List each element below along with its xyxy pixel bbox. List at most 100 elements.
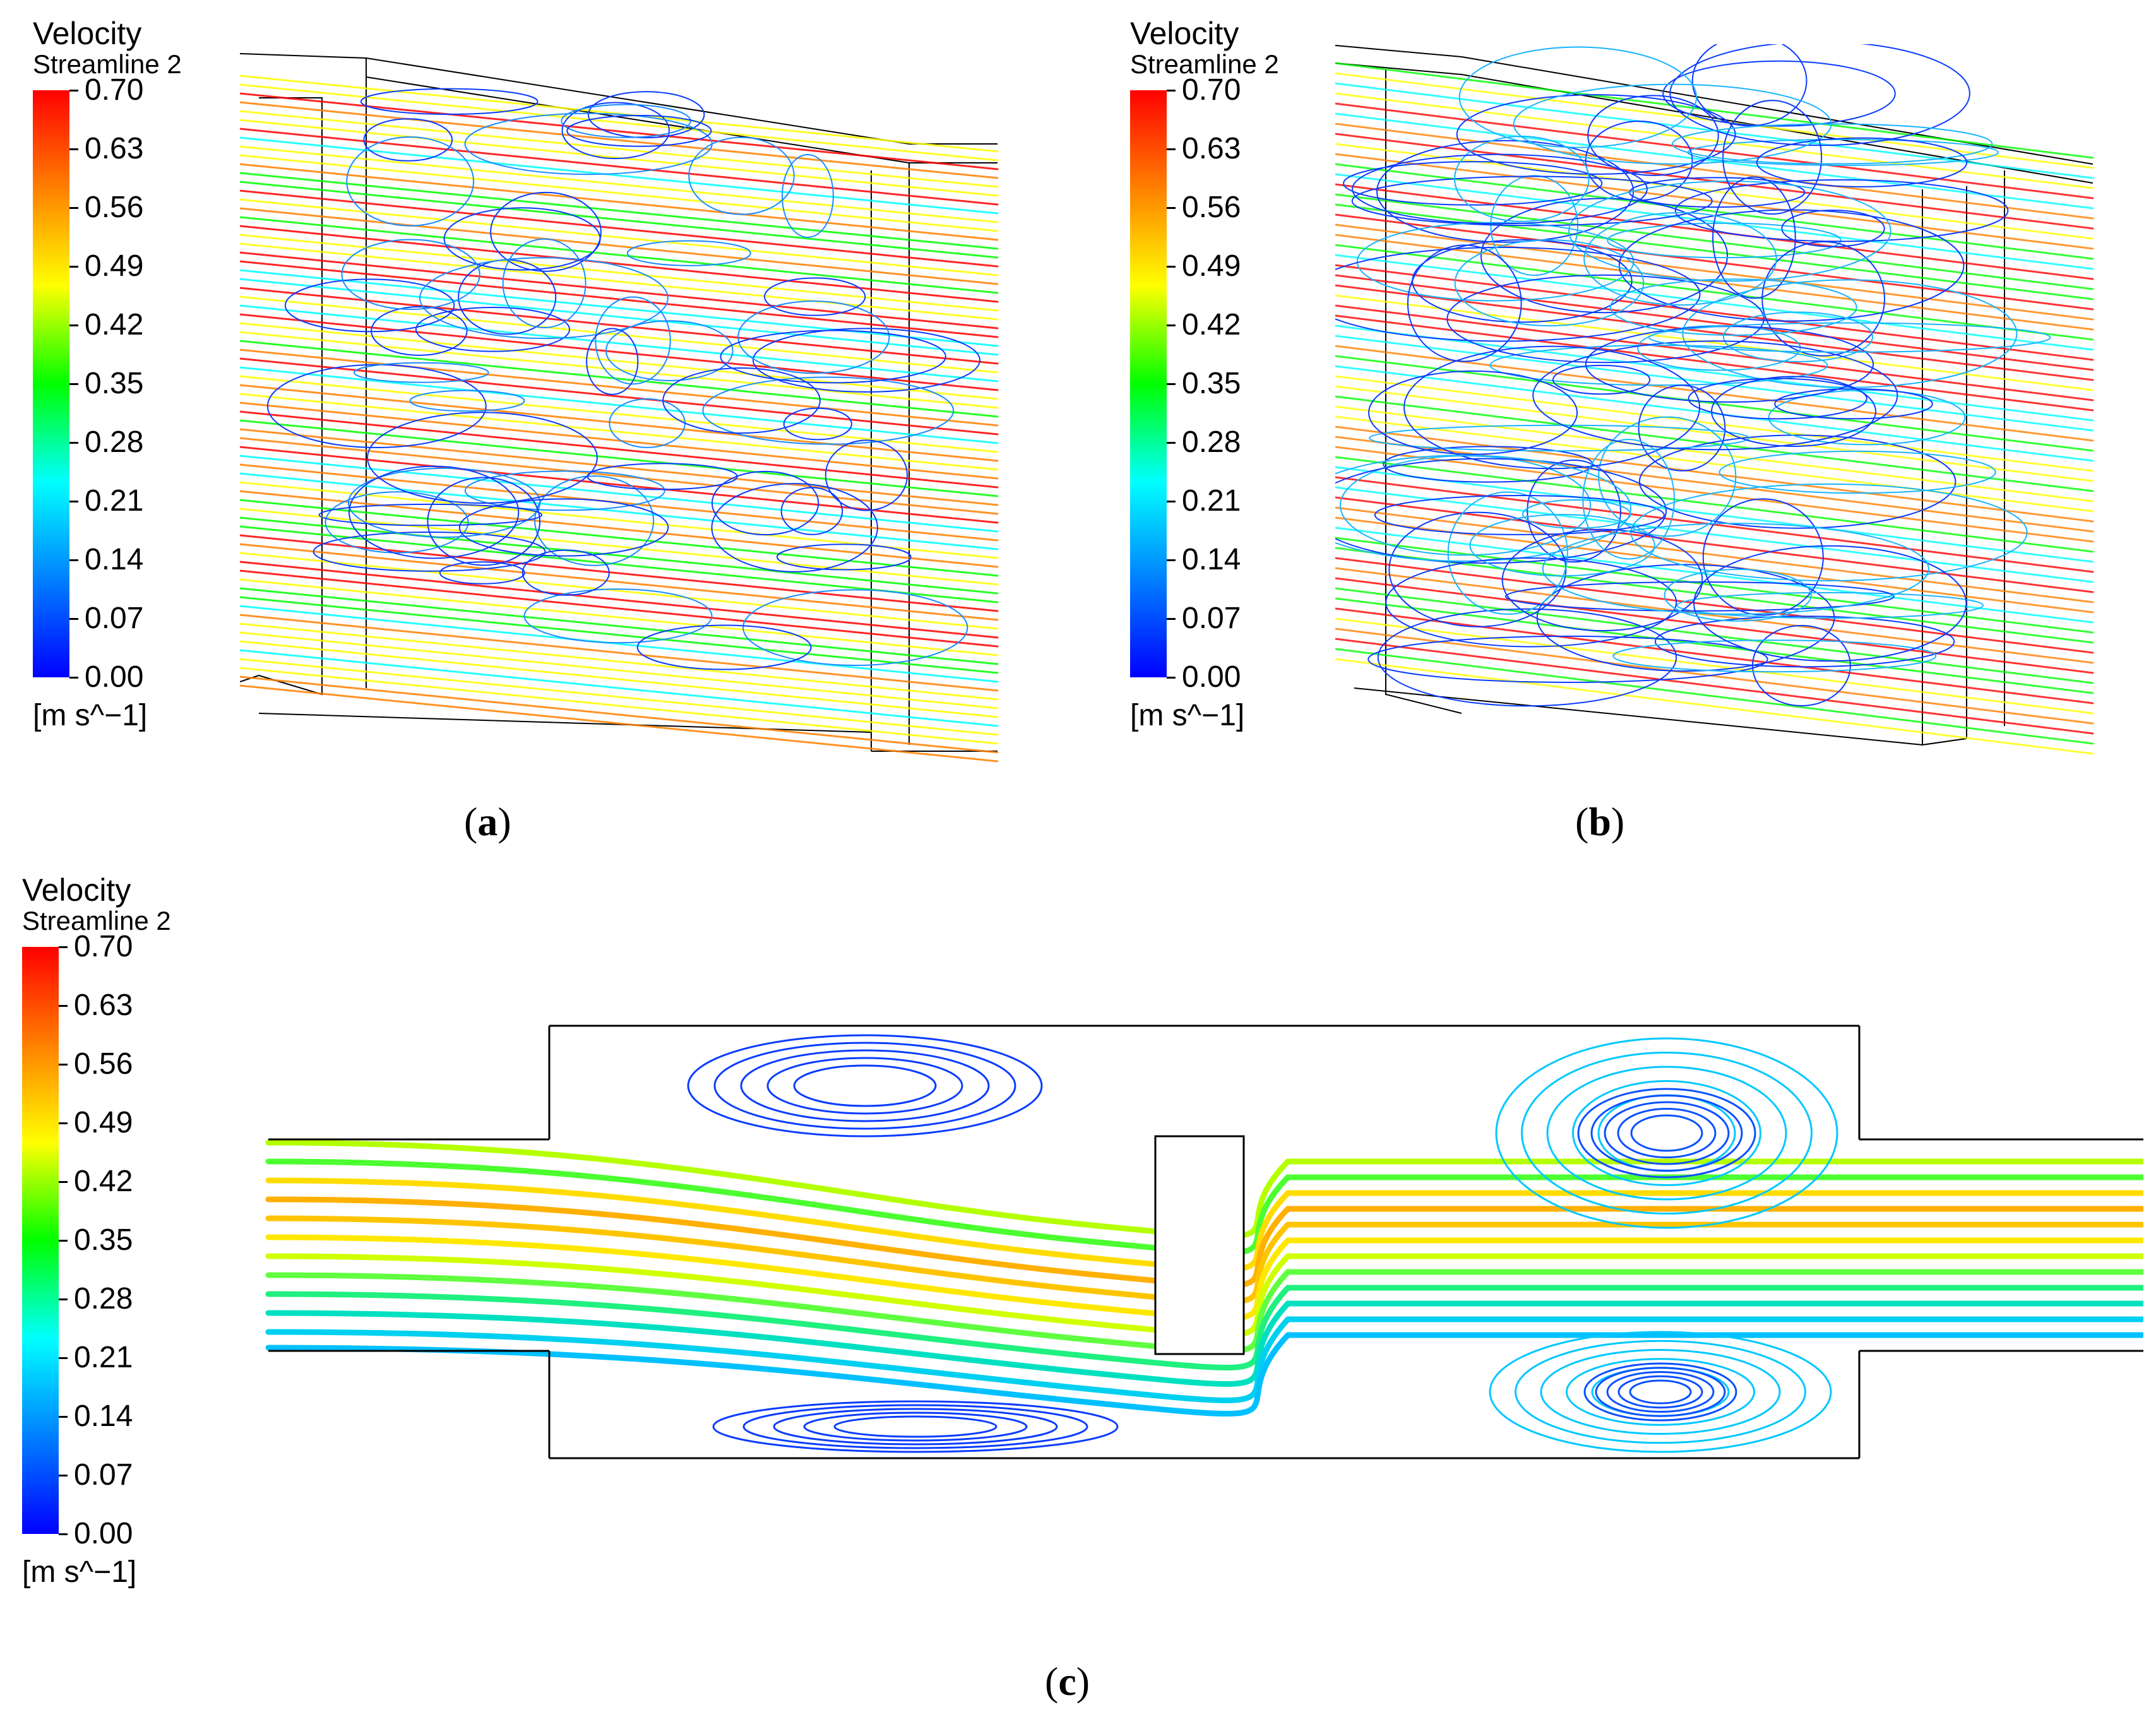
streamline [1335,112,2094,210]
caption-c: (c) [1045,1659,1090,1704]
colorbar-tick-label: 0.42 [1182,308,1241,342]
streamlines [1335,44,2094,755]
vortex-loop [587,91,705,139]
streamline [1335,122,2094,220]
vortex-loop [595,296,671,385]
colorbar-tick [1167,501,1176,502]
vortex-loop [1385,557,1677,648]
streamline [240,684,999,763]
colorbar-tick-label: 0.70 [74,930,133,963]
vortex-loop [1335,454,1632,562]
streamlines [265,1034,2143,1453]
legend-subtitle: Streamline 2 [33,49,182,79]
streamline [240,242,999,321]
colorbar-tick [69,148,78,150]
colorbar-tick-label: 0.35 [74,1223,133,1257]
streamline [240,622,999,701]
vortex-loop [439,561,525,585]
streamline [1335,658,2094,755]
streamline [1335,62,2094,159]
colorbar [22,947,59,1534]
vortex-loop [415,306,571,352]
colorbar-tick-label: 0.42 [85,308,144,342]
vortex-loop [1768,389,1966,446]
vortex-loop [773,1408,1058,1446]
colorbar-tick-label: 0.21 [1182,484,1241,518]
streamline [1335,163,2094,260]
vortex-loop [561,104,691,138]
colorbar-tick-label: 0.63 [74,989,133,1022]
vortex-loop [1711,376,1877,447]
vortex-loop [1590,1095,1743,1172]
streamline [240,163,999,241]
colorbar-tick [59,1475,68,1476]
colorbar-tick [59,1533,68,1535]
streamline [240,172,999,250]
vortex-loop [1351,175,1713,227]
streamline [240,454,999,533]
streamline [240,375,999,453]
streamline [1335,597,2094,694]
colorbar-tick [59,1064,68,1066]
streamline [240,393,999,471]
streamline [1335,446,2094,543]
domain-outline [268,1025,2143,1459]
vortex-loop [1587,95,1719,176]
vortex-loop [1368,370,1578,455]
vortex-loop [1458,46,1697,148]
streamline [240,401,999,480]
streamline [240,136,999,215]
vortex-loop [687,1034,1043,1138]
vortex-loop [763,277,866,316]
vortex-loop [1606,1371,1715,1413]
vortex-loop [711,483,878,573]
vortex-loop [1617,1108,1717,1158]
colorbar-tick [59,1357,68,1359]
streamline [240,207,999,285]
streamline [240,101,999,179]
vortex-loop [1546,1066,1787,1201]
streamline [240,552,999,630]
vortex-loop [325,491,469,554]
velocity-legend-c: Velocity Streamline 2 0.70 0.63 0.56 0.49 0.… [22,874,230,1619]
vortex-loop [566,114,712,147]
vortex-loop [1638,434,1956,529]
vortex-loop [284,278,455,333]
vortex-loop [360,88,539,115]
vortex-loop [346,136,475,227]
colorbar-tick [69,207,78,209]
vortex-loop [781,153,834,238]
streamline [240,667,999,745]
colorbar [33,90,69,677]
streamline [240,181,999,259]
colorbar [1130,90,1167,677]
streamline [1335,294,2094,391]
vortex-loop [737,300,890,374]
vortex-loop [1617,1375,1703,1409]
vortex-loop [740,1049,990,1122]
vortex-loop [490,191,602,272]
streamline-view-c [265,1025,2143,1459]
streamline [1335,627,2094,725]
streamline [240,110,999,188]
colorbar-tick [69,442,78,444]
streamline [240,313,999,391]
vortex-loop [1495,1037,1838,1229]
streamline [240,128,999,206]
vortex-loop [587,463,738,490]
legend-unit: [m s^−1] [22,1555,137,1589]
colorbar-tick [69,266,78,268]
vortex-loop [586,328,639,395]
streamline-view-b [1335,44,2094,755]
vortex-loop [1604,1101,1730,1165]
streamline [240,189,999,268]
streamline [265,1253,2143,1338]
colorbar-tick-label: 0.63 [1182,132,1241,165]
vortex-loop [371,306,468,356]
colorbar-tick [1167,677,1176,679]
domain-wireframe [240,53,998,752]
vortex-loop [341,239,480,310]
streamline [265,1300,2143,1387]
colorbar-tick-label: 0.49 [74,1106,133,1139]
vortex-loop [1582,439,1675,560]
